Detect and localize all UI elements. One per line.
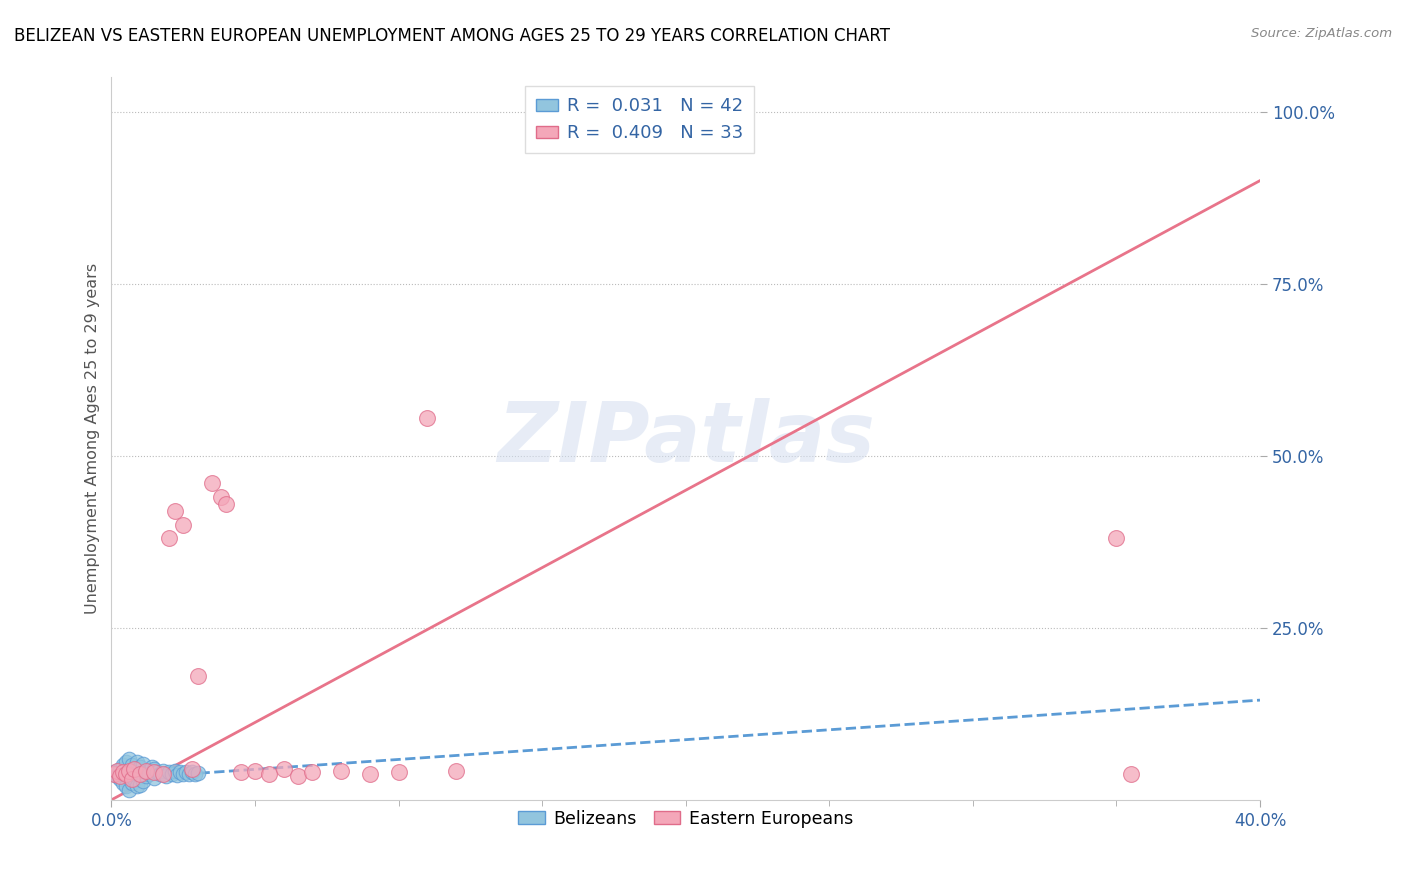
- Point: [114, 766, 136, 780]
- Point: [187, 766, 209, 780]
- Point: [132, 773, 155, 788]
- Point: [152, 766, 174, 780]
- Point: [132, 757, 155, 772]
- Point: [301, 765, 323, 780]
- Point: [146, 765, 169, 780]
- Text: ZIPatlas: ZIPatlas: [496, 398, 875, 479]
- Point: [163, 764, 186, 778]
- Point: [166, 768, 188, 782]
- Point: [121, 772, 143, 787]
- Point: [157, 765, 180, 780]
- Point: [1105, 532, 1128, 546]
- Point: [149, 766, 172, 780]
- Point: [117, 782, 139, 797]
- Point: [174, 764, 197, 779]
- Point: [135, 765, 157, 780]
- Point: [105, 764, 128, 778]
- Point: [114, 755, 136, 769]
- Point: [129, 778, 152, 792]
- Point: [121, 775, 143, 789]
- Point: [124, 762, 146, 776]
- Point: [111, 765, 134, 780]
- Point: [111, 775, 134, 789]
- Point: [105, 769, 128, 783]
- Point: [135, 764, 157, 778]
- Point: [108, 762, 131, 776]
- Point: [330, 764, 353, 778]
- Text: Source: ZipAtlas.com: Source: ZipAtlas.com: [1251, 27, 1392, 40]
- Point: [138, 766, 160, 780]
- Point: [229, 765, 252, 780]
- Point: [117, 751, 139, 765]
- Point: [103, 765, 125, 780]
- Point: [152, 764, 174, 778]
- Point: [135, 769, 157, 783]
- Point: [124, 772, 146, 787]
- Point: [387, 765, 409, 780]
- Point: [143, 762, 166, 776]
- Point: [160, 766, 183, 780]
- Point: [143, 771, 166, 785]
- Point: [416, 411, 439, 425]
- Point: [201, 476, 224, 491]
- Point: [129, 760, 152, 774]
- Point: [117, 764, 139, 778]
- Point: [209, 490, 232, 504]
- Point: [143, 765, 166, 780]
- Point: [359, 766, 381, 780]
- Point: [138, 764, 160, 778]
- Point: [108, 769, 131, 783]
- Point: [183, 766, 205, 780]
- Point: [129, 766, 152, 780]
- Point: [444, 764, 467, 778]
- Point: [103, 766, 125, 780]
- Point: [1119, 766, 1142, 780]
- Point: [169, 765, 191, 780]
- Point: [141, 760, 163, 774]
- Point: [180, 762, 202, 776]
- Point: [111, 758, 134, 772]
- Point: [180, 765, 202, 780]
- Point: [108, 772, 131, 787]
- Legend: Belizeans, Eastern Europeans: Belizeans, Eastern Europeans: [512, 803, 860, 835]
- Point: [163, 504, 186, 518]
- Point: [287, 769, 309, 783]
- Point: [172, 517, 194, 532]
- Point: [259, 766, 281, 780]
- Point: [124, 762, 146, 776]
- Point: [273, 762, 295, 776]
- Point: [157, 532, 180, 546]
- Point: [127, 779, 149, 793]
- Point: [172, 766, 194, 780]
- Point: [215, 497, 238, 511]
- Point: [155, 769, 177, 783]
- Point: [127, 755, 149, 769]
- Text: BELIZEAN VS EASTERN EUROPEAN UNEMPLOYMENT AMONG AGES 25 TO 29 YEARS CORRELATION : BELIZEAN VS EASTERN EUROPEAN UNEMPLOYMEN…: [14, 27, 890, 45]
- Point: [187, 669, 209, 683]
- Point: [121, 758, 143, 772]
- Point: [243, 764, 266, 778]
- Point: [177, 767, 200, 781]
- Y-axis label: Unemployment Among Ages 25 to 29 years: Unemployment Among Ages 25 to 29 years: [86, 263, 100, 615]
- Point: [114, 779, 136, 793]
